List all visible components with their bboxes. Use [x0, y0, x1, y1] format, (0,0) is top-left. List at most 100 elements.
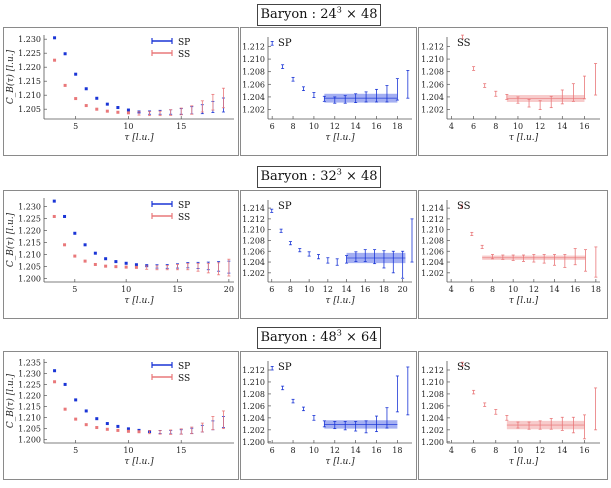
- r2c1-x-label: τ [l.u.]: [124, 296, 154, 306]
- r1c1-sp-point-marker: [105, 102, 109, 106]
- r1c1-ss-point-marker: [74, 97, 78, 101]
- r3c3-y-tick-label: 1.200: [421, 438, 444, 447]
- r2c1-x-tick-label: 15: [172, 285, 182, 294]
- r1c1-ss-point-marker: [126, 111, 130, 115]
- r1c1-sp-point-marker: [63, 52, 67, 56]
- r3c1-legend-label-sp: SP: [178, 362, 190, 372]
- r1c2-x-label: τ [l.u.]: [325, 133, 355, 143]
- r3c1-ss-point-marker: [63, 407, 67, 411]
- r3c2-y-tick-label: 1.212: [242, 366, 265, 375]
- r1c3-x-tick-label: 14: [557, 122, 567, 131]
- r3c3-x-tick-label: 10: [513, 446, 523, 455]
- r2c3-x-tick-label: 10: [508, 285, 518, 294]
- r2c1-sp-point-marker: [124, 261, 128, 265]
- r2c1-x-tick-label: 10: [121, 285, 131, 294]
- r2c3-x-tick-label: 16: [570, 285, 580, 294]
- r2c1-sp-point-marker: [114, 260, 118, 264]
- r3c1-ss-point-marker: [137, 430, 141, 434]
- r2c2-x-tick-label: 12: [323, 285, 333, 294]
- r2c3-x-tick-label: 14: [549, 285, 559, 294]
- r1c1-ss-point-marker: [105, 109, 109, 113]
- r2c1-x-tick-label: 5: [72, 285, 77, 294]
- r1c3-x-label: τ [l.u.]: [509, 133, 539, 143]
- r3c1-ss-point-marker: [116, 428, 120, 432]
- row1-title: Baryon : 243 × 48: [257, 4, 381, 26]
- r3c3-x-tick-label: 12: [535, 446, 545, 455]
- r3c2-x-tick-label: 10: [309, 446, 319, 455]
- r2c2-y-tick-label: 1.210: [242, 226, 265, 235]
- row3-title: Baryon : 483 × 64: [257, 327, 381, 349]
- r2c1-ss-point-marker: [134, 265, 138, 269]
- r2c3-y-tick-label: 1.204: [421, 258, 444, 267]
- r2c3-y-tick-label: 1.208: [421, 236, 444, 245]
- r3c1-sp-point-marker: [74, 398, 78, 402]
- r1c3-y-tick-label: 1.204: [421, 93, 444, 102]
- r2c3-x-tick-label: 8: [490, 285, 495, 294]
- r1c3-y-tick-label: 1.206: [421, 80, 444, 89]
- r2c3-x-tick-label: 6: [469, 285, 474, 294]
- r1c1-ss-point-marker: [116, 110, 120, 114]
- r3c1-sp-point-marker: [53, 369, 57, 373]
- r2c3-y-tick-label: 1.212: [421, 215, 444, 224]
- r3c1-legend-label-ss: SS: [178, 374, 190, 384]
- r1c3-x-tick-label: 12: [535, 122, 545, 131]
- r1c1-sp-point-marker: [95, 96, 99, 100]
- r3c1-sp-point-marker: [63, 382, 67, 386]
- r2c1-y-tick-label: 1.215: [18, 238, 41, 247]
- r1c3-y-tick-label: 1.208: [421, 68, 444, 77]
- r3c1-sp-point-marker: [105, 422, 109, 426]
- r3c3-x-tick-label: 14: [557, 446, 567, 455]
- r2c1-y-tick-label: 1.210: [18, 250, 41, 259]
- r3c2-x-tick-label: 16: [371, 446, 381, 455]
- r3c1-x-tick-label: 5: [73, 446, 78, 455]
- r1c3-series-label: SS: [457, 38, 471, 49]
- r3c2-y-tick-label: 1.206: [242, 402, 265, 411]
- r3c3-x-tick-label: 6: [471, 446, 476, 455]
- r1c3-x-tick-label: 8: [493, 122, 498, 131]
- r3c1-ss-point-marker: [74, 417, 78, 421]
- r1c1-x-tick-label: 10: [123, 122, 133, 131]
- r1c2-x-tick-label: 18: [392, 122, 402, 131]
- r2c2-y-tick-label: 1.204: [242, 258, 265, 267]
- r3c1-y-label: C_B(τ) [l.u.]: [5, 373, 16, 428]
- r2c3-x-tick-label: 18: [591, 285, 601, 294]
- r1c1-sp-point-marker: [74, 72, 78, 76]
- r2c1-y-label: C_B(τ) [l.u.]: [5, 212, 16, 267]
- r1c2-series-label: SP: [278, 38, 292, 49]
- r3c1-sp-point-marker: [116, 424, 120, 428]
- r3c2-y-tick-label: 1.202: [242, 426, 265, 435]
- r3c2-x-tick-label: 18: [392, 446, 402, 455]
- r2c1-sp-point-marker: [93, 251, 97, 255]
- r1c1-y-tick-label: 1.230: [18, 35, 41, 44]
- r1c1-sp-point-marker: [116, 106, 120, 110]
- r3c2-y-tick-label: 1.208: [242, 390, 265, 399]
- r1c2-y-tick-label: 1.206: [242, 80, 265, 89]
- r1c2-x-tick-label: 14: [351, 122, 361, 131]
- row3-panel-correlator: [3, 351, 239, 480]
- r1c3-x-tick-label: 16: [579, 122, 589, 131]
- row1-panel-ss: [418, 27, 608, 156]
- row2-title: Baryon : 323 × 48: [257, 166, 381, 188]
- r2c3-y-tick-label: 1.210: [421, 226, 444, 235]
- r3c1-y-tick-label: 1.205: [18, 425, 41, 434]
- r2c1-y-tick-label: 1.225: [18, 214, 41, 223]
- row3-panel-ss: [418, 351, 608, 480]
- r2c1-y-tick-label: 1.205: [18, 262, 41, 271]
- r3c1-y-tick-label: 1.215: [18, 403, 41, 412]
- r2c3-x-tick-label: 4: [449, 285, 454, 294]
- r1c2-y-tick-label: 1.212: [242, 42, 265, 51]
- r1c3-y-tick-label: 1.212: [421, 42, 444, 51]
- r2c2-x-tick-label: 6: [269, 285, 274, 294]
- r2c2-y-tick-label: 1.214: [242, 204, 265, 213]
- row3-panel-sp: [240, 351, 417, 480]
- r3c1-y-tick-label: 1.210: [18, 414, 41, 423]
- r3c1-sp-point-marker: [84, 409, 88, 413]
- r3c1-ss-point-marker: [105, 427, 109, 431]
- r2c2-x-tick-label: 18: [379, 285, 389, 294]
- r3c1-x-label: τ [l.u.]: [124, 457, 154, 467]
- r1c3-x-tick-label: 10: [513, 122, 523, 131]
- r2c1-ss-point-marker: [104, 264, 108, 268]
- r3c2-x-tick-label: 6: [270, 446, 275, 455]
- r3c1-ss-point-marker: [95, 426, 99, 430]
